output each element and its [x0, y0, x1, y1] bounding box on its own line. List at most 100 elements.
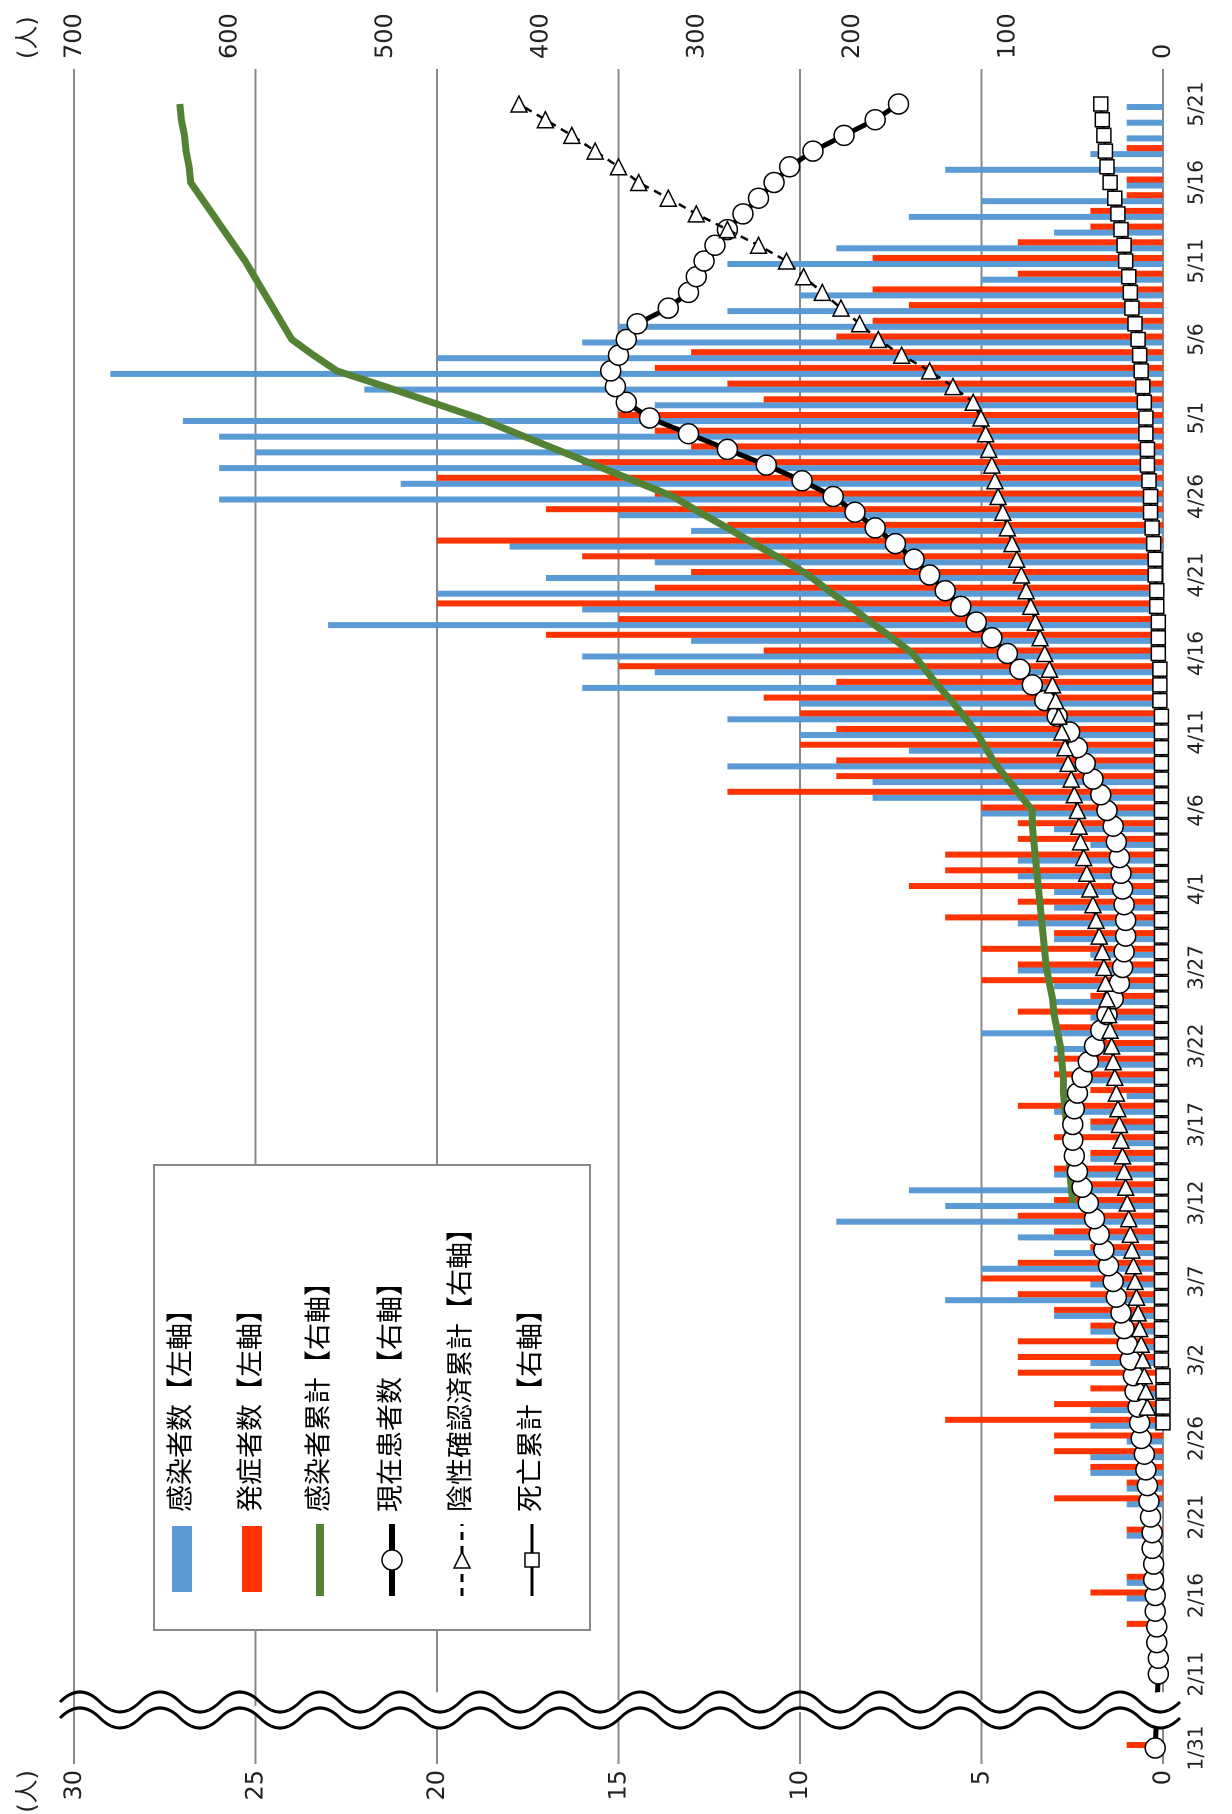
bar — [545, 575, 1163, 581]
marker — [802, 140, 824, 162]
marker — [988, 486, 1008, 506]
bar — [400, 480, 1163, 487]
marker — [1030, 628, 1050, 647]
x-tick-label: 5/16 — [1184, 160, 1208, 205]
bar — [872, 286, 1163, 293]
marker — [1040, 659, 1059, 678]
bar — [945, 166, 1164, 173]
bar — [437, 600, 1163, 607]
marks — [110, 93, 1171, 1759]
marker — [1153, 724, 1170, 740]
x-tick-label: 4/16 — [1184, 631, 1208, 676]
marker — [1141, 473, 1157, 489]
marker — [1153, 1242, 1170, 1258]
bar — [945, 1203, 1164, 1209]
marker — [794, 267, 813, 286]
marker — [892, 345, 911, 364]
bar — [1054, 1495, 1163, 1502]
marker — [1153, 1132, 1170, 1148]
bar — [836, 678, 1163, 685]
marker — [1090, 926, 1109, 945]
marker — [626, 313, 648, 335]
marker — [844, 501, 866, 523]
marker — [850, 314, 869, 333]
marker — [1152, 661, 1168, 677]
bar — [945, 851, 1164, 858]
marker — [1135, 1366, 1154, 1385]
marker — [1116, 1177, 1135, 1197]
marker — [1065, 785, 1084, 804]
marker — [755, 454, 778, 476]
x-tick-label: 3/2 — [1184, 1344, 1208, 1376]
bar — [1054, 1306, 1163, 1313]
bar — [545, 631, 1163, 638]
marker — [1153, 1116, 1170, 1133]
y-tick-label: 0 — [1148, 1770, 1176, 1785]
y2-tick-label: 100 — [992, 13, 1020, 59]
y2-tick-label: 500 — [370, 13, 398, 59]
marker — [1133, 363, 1149, 379]
x-tick-label: 4/11 — [1184, 710, 1208, 755]
marker — [1016, 581, 1036, 600]
bar — [582, 653, 1163, 660]
legend-swatch — [242, 1526, 262, 1592]
marker — [1145, 535, 1162, 552]
marker — [1150, 630, 1167, 646]
marker — [1153, 1053, 1170, 1070]
bar — [1090, 1077, 1164, 1084]
x-tick-label: 2/16 — [1184, 1573, 1208, 1618]
bar — [872, 779, 1163, 786]
marker — [1153, 896, 1170, 913]
marker — [979, 439, 998, 459]
bar — [691, 637, 1163, 644]
bar — [654, 584, 1163, 591]
bar — [654, 402, 1163, 409]
marker — [732, 203, 754, 225]
break-line — [58, 1706, 1182, 1730]
bar — [727, 716, 1164, 723]
marker — [1046, 690, 1065, 710]
bar — [1017, 961, 1163, 968]
marker — [1096, 973, 1115, 992]
marker — [1153, 1195, 1170, 1211]
marker — [993, 502, 1012, 521]
marker — [869, 329, 888, 349]
bar — [1090, 1149, 1164, 1156]
marker — [1102, 1036, 1121, 1055]
marker — [1117, 253, 1134, 269]
x-tick-label: 2/11 — [1184, 1652, 1208, 1697]
marker — [778, 156, 801, 178]
marker — [1153, 1069, 1170, 1086]
marker — [381, 1549, 403, 1571]
marker — [982, 455, 1002, 474]
marker — [831, 298, 851, 317]
marker — [687, 204, 706, 223]
marker — [638, 407, 661, 429]
x-tick-label: 3/12 — [1184, 1181, 1208, 1226]
x-tick-label: 3/17 — [1184, 1102, 1208, 1147]
marker — [864, 108, 886, 131]
marker — [1153, 959, 1170, 976]
marker — [693, 250, 715, 272]
marker — [1155, 1415, 1171, 1431]
bar — [981, 945, 1163, 952]
bar — [437, 590, 1163, 597]
marker — [1118, 1193, 1137, 1212]
marker — [1124, 300, 1140, 316]
bar — [618, 663, 1163, 670]
marker — [934, 579, 956, 602]
marker — [657, 297, 680, 319]
bar — [800, 292, 1163, 299]
marker — [1104, 1052, 1123, 1071]
bar — [618, 323, 1163, 330]
marker — [833, 124, 855, 147]
bar — [1017, 1102, 1163, 1109]
marker — [1097, 989, 1117, 1008]
marker — [1119, 1209, 1138, 1228]
bar — [1017, 1008, 1163, 1015]
bar — [1126, 119, 1163, 126]
marker — [1138, 410, 1154, 426]
marker — [1113, 221, 1129, 238]
marker — [1139, 441, 1156, 458]
marker — [1155, 1367, 1171, 1384]
